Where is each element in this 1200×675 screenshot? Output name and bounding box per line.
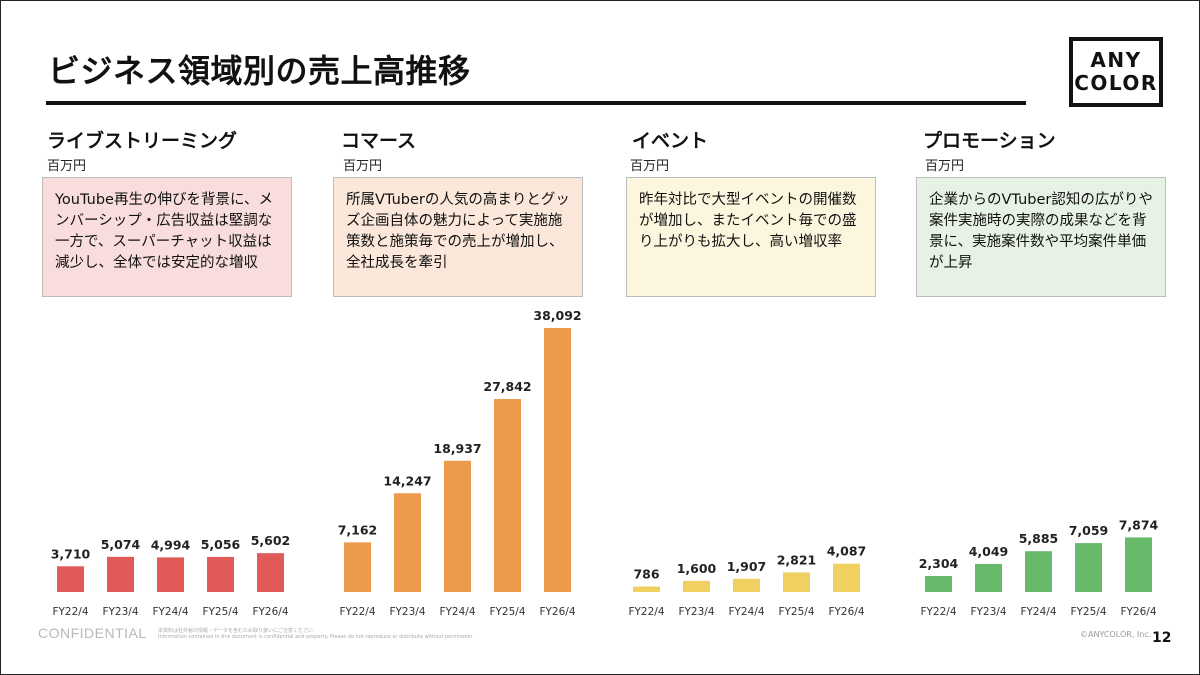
bar-3-1 <box>633 586 660 592</box>
disclaimer-line-1: 本資料は社外秘の情報・データを含むため取り扱いにご注意ください <box>158 628 313 634</box>
value-label-4-2: 4,049 <box>969 544 1009 559</box>
tick-label-3-1: FY22/4 <box>628 606 664 618</box>
section-unit-livestreaming: 百万円 <box>47 159 87 174</box>
bar-3-4 <box>783 572 810 592</box>
value-label-3-2: 1,600 <box>677 561 717 576</box>
tick-label-2-3: FY24/4 <box>439 606 475 618</box>
tick-label-3-2: FY23/4 <box>678 606 714 618</box>
page-title: ビジネス領域別の売上高推移 <box>48 52 471 90</box>
value-label-3-3: 1,907 <box>727 559 767 574</box>
value-label-4-5: 7,874 <box>1119 517 1159 532</box>
bar-2-4 <box>494 399 521 592</box>
tick-label-1-2: FY23/4 <box>102 606 138 618</box>
section-title-promotion: プロモーション <box>923 130 1056 152</box>
value-label-2-1: 7,162 <box>338 522 378 537</box>
value-label-4-1: 2,304 <box>919 556 959 571</box>
tick-label-1-3: FY24/4 <box>152 606 188 618</box>
bar-4-4 <box>1075 543 1102 592</box>
section-unit-promotion: 百万円 <box>925 159 965 174</box>
value-label-1-3: 4,994 <box>151 537 191 552</box>
page-number: 12 <box>1152 630 1172 646</box>
bar-2-2 <box>394 493 421 592</box>
confidential-label: CONFIDENTIAL <box>38 625 147 641</box>
value-label-3-4: 2,821 <box>777 552 817 567</box>
anycolor-logo: ANY COLOR <box>1069 37 1163 107</box>
value-label-4-3: 5,885 <box>1019 531 1059 546</box>
bar-1-1 <box>57 566 84 592</box>
section-title-event: イベント <box>632 130 709 152</box>
logo-line-2: COLOR <box>1074 71 1158 95</box>
bar-3-3 <box>733 578 760 592</box>
bar-4-2 <box>975 563 1002 592</box>
logo-line-1: ANY <box>1090 48 1142 72</box>
value-label-1-1: 3,710 <box>51 546 91 561</box>
value-label-1-2: 5,074 <box>101 537 141 552</box>
bar-4-5 <box>1125 537 1152 592</box>
section-title-commerce: コマース <box>341 130 417 152</box>
value-label-2-2: 14,247 <box>383 473 431 488</box>
tick-label-4-5: FY26/4 <box>1120 606 1156 618</box>
value-label-3-5: 4,087 <box>827 544 867 559</box>
bar-3-5 <box>833 563 860 592</box>
bar-1-5 <box>257 553 284 592</box>
value-label-2-4: 27,842 <box>483 379 531 394</box>
tick-label-1-4: FY25/4 <box>202 606 238 618</box>
tick-label-3-3: FY24/4 <box>728 606 764 618</box>
tick-label-2-1: FY22/4 <box>339 606 375 618</box>
tick-label-4-1: FY22/4 <box>920 606 956 618</box>
note-box-event: 昨年対比で大型イベントの開催数が増加し、またイベント毎での盛り上がりも拡大し、高… <box>626 177 876 297</box>
tick-label-2-4: FY25/4 <box>489 606 525 618</box>
bar-4-1 <box>925 576 952 592</box>
section-unit-event: 百万円 <box>630 159 670 174</box>
tick-label-3-4: FY25/4 <box>778 606 814 618</box>
bar-1-4 <box>207 556 234 592</box>
copyright: ©ANYCOLOR, Inc. <box>1080 630 1152 639</box>
tick-label-1-1: FY22/4 <box>52 606 88 618</box>
note-box-livestreaming: YouTube再生の伸びを背景に、メンバーシップ・広告収益は堅調な一方で、スーパ… <box>42 177 292 297</box>
note-box-promotion: 企業からのVTuber認知の広がりや案件実施時の実際の成果などを背景に、実施案件… <box>916 177 1166 297</box>
bar-2-1 <box>344 542 371 592</box>
bar-1-2 <box>107 556 134 592</box>
value-label-3-1: 786 <box>633 567 659 582</box>
tick-label-1-5: FY26/4 <box>252 606 288 618</box>
tick-label-2-5: FY26/4 <box>539 606 575 618</box>
value-label-2-3: 18,937 <box>433 441 481 456</box>
tick-label-4-3: FY24/4 <box>1020 606 1056 618</box>
tick-label-2-2: FY23/4 <box>389 606 425 618</box>
value-label-1-5: 5,602 <box>251 533 291 548</box>
tick-label-3-5: FY26/4 <box>828 606 864 618</box>
bar-2-5 <box>544 328 571 592</box>
bar-4-3 <box>1025 551 1052 592</box>
disclaimer-line-2: Information contained in this document i… <box>158 634 474 640</box>
value-label-2-5: 38,092 <box>533 308 581 323</box>
value-label-4-4: 7,059 <box>1069 523 1109 538</box>
section-title-livestreaming: ライブストリーミング <box>47 130 238 152</box>
title-underline <box>46 101 1026 105</box>
tick-label-4-2: FY23/4 <box>970 606 1006 618</box>
note-box-commerce: 所属VTuberの人気の高まりとグッズ企画自体の魅力によって実施施策数と施策毎で… <box>333 177 583 297</box>
bar-3-2 <box>683 580 710 592</box>
tick-label-4-4: FY25/4 <box>1070 606 1106 618</box>
bar-1-3 <box>157 557 184 592</box>
section-unit-commerce: 百万円 <box>343 159 383 174</box>
bar-2-3 <box>444 460 471 592</box>
value-label-1-4: 5,056 <box>201 537 241 552</box>
